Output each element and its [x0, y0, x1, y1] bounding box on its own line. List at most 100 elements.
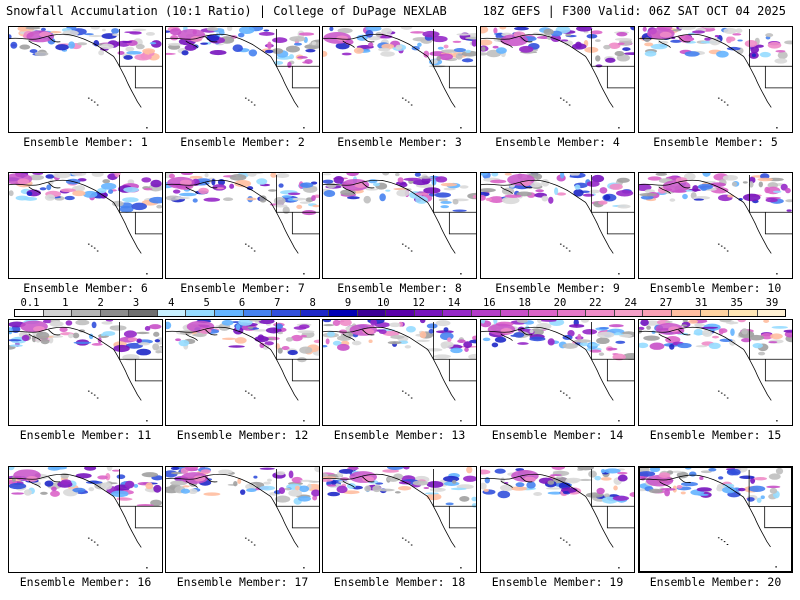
ensemble-member-label: Ensemble Member: 18 [333, 575, 466, 589]
snowfall-map [481, 320, 634, 422]
snowfall-map [323, 467, 476, 569]
ensemble-map-panel[interactable] [480, 466, 635, 573]
snowfall-map [323, 320, 476, 422]
snowfall-field [323, 320, 476, 360]
snowfall-map [481, 467, 634, 569]
snowfall-field [481, 467, 634, 504]
snowfall-map [166, 467, 319, 569]
colorbar-swatch [671, 310, 701, 316]
ensemble-map-panel[interactable] [322, 319, 477, 426]
island-marks [87, 243, 148, 275]
colorbar-tick-label: 10 [376, 297, 390, 309]
ensemble-member-label: Ensemble Member: 3 [337, 135, 462, 149]
island-marks [244, 243, 305, 275]
ensemble-map-panel[interactable] [8, 319, 163, 426]
colorbar-swatch [614, 310, 644, 316]
ensemble-map-panel[interactable] [638, 26, 793, 133]
ensemble-map-panel[interactable] [8, 26, 163, 133]
colorbar-swatch [472, 310, 501, 316]
colorbar-tick-label: 0.1 [20, 297, 40, 309]
ensemble-map-panel[interactable] [165, 26, 320, 133]
colorbar-swatch [700, 310, 730, 316]
island-marks [244, 97, 305, 129]
ensemble-member-label: Ensemble Member: 16 [19, 575, 152, 589]
snowfall-map [9, 320, 162, 422]
ensemble-map-panel[interactable] [480, 172, 635, 279]
ensemble-map-panel[interactable] [480, 26, 635, 133]
ensemble-map-panel[interactable] [638, 319, 793, 426]
coastline-outline [481, 321, 634, 401]
ensemble-map-panel[interactable] [8, 466, 163, 573]
ensemble-map-panel[interactable] [638, 466, 793, 573]
ensemble-member-label: Ensemble Member: 17 [176, 575, 309, 589]
coastline-outline [323, 28, 476, 108]
ensemble-map-panel[interactable] [165, 172, 320, 279]
coastline-outline [166, 174, 319, 254]
colorbar-tick-label: 18 [518, 297, 532, 309]
colorbar-tick-label: 8 [309, 297, 316, 309]
colorbar-swatch [15, 310, 44, 316]
snowfall-map [639, 320, 792, 422]
ensemble-member-label: Ensemble Member: 8 [337, 281, 462, 295]
colorbar-swatch [300, 310, 330, 316]
island-marks [559, 97, 620, 129]
colorbar-swatch [757, 310, 786, 316]
colorbar-swatch [214, 310, 244, 316]
coastline-outline [9, 321, 162, 401]
coastline-outline [166, 468, 319, 548]
ensemble-map-panel[interactable] [638, 172, 793, 279]
colorbar-swatch [186, 310, 215, 316]
colorbar-swatch [157, 310, 187, 316]
ensemble-map-panel[interactable] [480, 319, 635, 426]
island-marks [87, 97, 148, 129]
island-marks [401, 97, 462, 129]
snowfall-field [323, 467, 476, 508]
colorbar-swatch [557, 310, 587, 316]
colorbar-swatch [129, 310, 158, 316]
ensemble-map-panel[interactable] [322, 466, 477, 573]
colorbar-swatch [586, 310, 615, 316]
colorbar-tick-label: 14 [447, 297, 461, 309]
ensemble-member-label: Ensemble Member: 11 [19, 428, 152, 442]
snowfall-map [166, 320, 319, 422]
coastline-outline [9, 174, 162, 254]
ensemble-map-panel[interactable] [322, 26, 477, 133]
colorbar-tick-label: 27 [659, 297, 673, 309]
snowfall-map [166, 173, 319, 275]
ensemble-member-label: Ensemble Member: 10 [649, 281, 782, 295]
ensemble-map-panel[interactable] [165, 319, 320, 426]
colorbar-swatch [43, 310, 73, 316]
ensemble-member-label: Ensemble Member: 12 [176, 428, 309, 442]
ensemble-map-panel[interactable] [322, 172, 477, 279]
colorbar-tick-label: 4 [168, 297, 175, 309]
snowfall-map [9, 173, 162, 275]
ensemble-map-panel[interactable] [165, 466, 320, 573]
snowfall-map [323, 173, 476, 275]
ensemble-map-panel[interactable] [8, 172, 163, 279]
ensemble-member-label: Ensemble Member: 6 [23, 281, 148, 295]
coastline-outline [481, 468, 634, 548]
coastline-outline [9, 28, 162, 108]
snowfall-field [323, 173, 476, 212]
model-run-info: 18Z GEFS | F300 Valid: 06Z SAT OCT 04 20… [482, 4, 786, 18]
colorbar-swatch [529, 310, 558, 316]
ensemble-member-label: Ensemble Member: 20 [649, 575, 782, 589]
ensemble-member-label: Ensemble Member: 1 [23, 135, 148, 149]
snowfall-field [639, 173, 792, 212]
snowfall-map [481, 173, 634, 275]
colorbar-swatch [72, 310, 101, 316]
colorbar-swatch [272, 310, 301, 316]
colorbar-tick-label: 1 [62, 297, 69, 309]
snowfall-field [9, 173, 162, 213]
coastline-outline [639, 174, 792, 254]
ensemble-member-label: Ensemble Member: 19 [491, 575, 624, 589]
colorbar-swatch [329, 310, 358, 316]
coastline-outline [481, 28, 634, 108]
colorbar-tick-label: 31 [694, 297, 708, 309]
coastline-outline [640, 469, 791, 548]
coastline-outline [323, 321, 476, 401]
ensemble-member-label: Ensemble Member: 13 [333, 428, 466, 442]
colorbar-tick-label: 22 [588, 297, 602, 309]
snowfall-field [639, 320, 792, 356]
island-marks [244, 537, 305, 569]
